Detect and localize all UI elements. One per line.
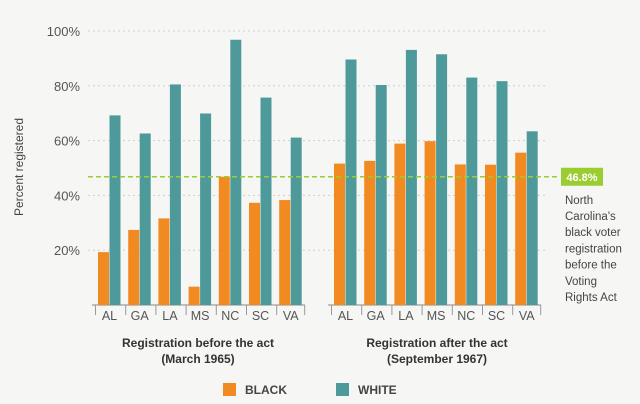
bar-black-ga xyxy=(364,160,376,305)
category-label: SC xyxy=(252,309,269,323)
bar-white-va xyxy=(526,131,538,305)
category-label: NC xyxy=(457,309,475,323)
y-tick-label: 100% xyxy=(47,24,81,39)
category-label: MS xyxy=(191,309,210,323)
bar-black-sc xyxy=(485,164,496,305)
bar-black-va xyxy=(515,152,527,305)
reference-annotation-line: black voter xyxy=(565,227,621,239)
group-title: Registration before the act xyxy=(122,336,274,350)
y-tick-label: 80% xyxy=(54,79,80,94)
bar-black-la xyxy=(158,218,170,305)
bar-white-nc xyxy=(466,77,478,305)
category-label: MS xyxy=(427,309,446,323)
bar-black-ms xyxy=(424,141,436,305)
bar-black-nc xyxy=(454,164,466,305)
reference-value-label: 46.8% xyxy=(566,172,597,184)
legend-swatch-black xyxy=(223,383,236,396)
bar-white-la xyxy=(169,84,181,306)
legend-label-white: WHITE xyxy=(358,383,397,397)
bar-black-la xyxy=(394,143,406,305)
category-label: GA xyxy=(131,309,150,323)
bar-white-sc xyxy=(496,81,508,305)
bar-black-ms xyxy=(188,286,200,305)
bar-black-ga xyxy=(128,229,140,305)
bar-white-al xyxy=(109,115,121,305)
group-title: Registration after the act xyxy=(366,336,507,350)
legend-label-black: BLACK xyxy=(245,383,287,397)
bar-white-ga xyxy=(375,84,387,305)
bar-black-nc xyxy=(218,176,230,305)
bar-white-ms xyxy=(200,113,212,305)
category-label: NC xyxy=(221,309,239,323)
category-label: VA xyxy=(283,309,299,323)
bar-white-ga xyxy=(139,133,151,305)
bar-white-va xyxy=(290,137,302,305)
reference-annotation-line: North xyxy=(565,195,593,207)
category-label: LA xyxy=(398,309,414,323)
category-label: AL xyxy=(102,309,117,323)
reference-badge xyxy=(561,167,603,186)
bar-black-va xyxy=(279,200,291,305)
reference-annotation-line: Rights Act xyxy=(565,292,618,304)
y-tick-label: 60% xyxy=(54,134,80,149)
category-label: AL xyxy=(338,309,353,323)
reference-annotation-line: Voting xyxy=(565,276,597,288)
legend-swatch-white xyxy=(336,383,349,396)
bar-black-al xyxy=(334,163,345,305)
bar-white-al xyxy=(345,59,357,305)
bar-black-al xyxy=(98,252,109,305)
group-subtitle: (September 1967) xyxy=(387,352,487,366)
category-label: LA xyxy=(162,309,178,323)
reference-annotation-line: registration xyxy=(565,243,622,255)
reference-annotation-line: Carolina's xyxy=(565,211,616,223)
group-subtitle: (March 1965) xyxy=(161,352,234,366)
y-tick-label: 40% xyxy=(54,188,80,203)
category-label: VA xyxy=(519,309,535,323)
bar-white-nc xyxy=(230,39,242,305)
reference-annotation-line: before the xyxy=(565,260,617,272)
bar-black-sc xyxy=(249,202,260,305)
category-label: SC xyxy=(488,309,505,323)
bar-white-sc xyxy=(260,97,272,305)
bar-white-ms xyxy=(436,54,448,305)
category-label: GA xyxy=(367,309,386,323)
y-tick-label: 20% xyxy=(54,243,80,258)
y-axis-label: Percent registered xyxy=(12,118,26,216)
